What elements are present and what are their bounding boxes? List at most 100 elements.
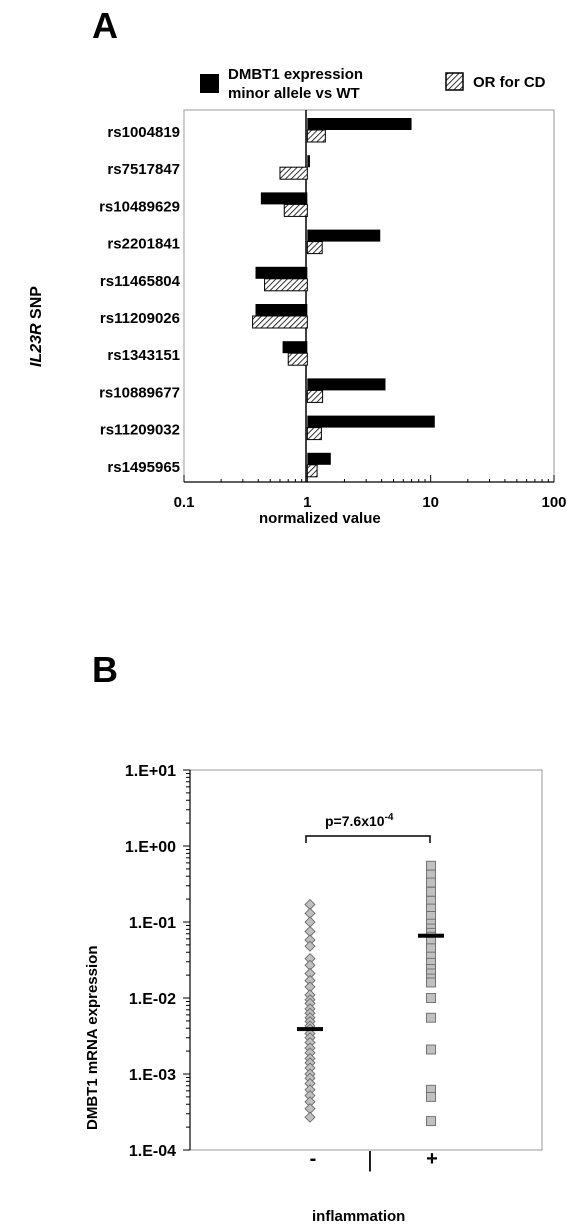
group-separator: | bbox=[367, 1147, 373, 1172]
bar-dmbt1-expression bbox=[282, 341, 308, 354]
data-point-negative bbox=[304, 981, 316, 993]
p-value-base: p=7.6x10 bbox=[325, 813, 385, 829]
snp-label: rs10489629 bbox=[99, 198, 180, 215]
panel-a: A DMBT1 expression minor allele vs WT OR… bbox=[28, 5, 567, 527]
panel-b-x-axis-label: inflammation bbox=[312, 1208, 405, 1224]
panel-b-y-axis-label: DMBT1 mRNA expression bbox=[84, 946, 101, 1130]
data-point-negative bbox=[304, 967, 316, 980]
data-point-negative bbox=[304, 940, 316, 952]
data-point-negative bbox=[304, 1096, 316, 1108]
x-tick-label: 100 bbox=[541, 494, 566, 511]
data-point-positive bbox=[426, 860, 436, 871]
bar-dmbt1-expression bbox=[255, 266, 308, 279]
panel-a-letter: A bbox=[92, 5, 118, 46]
snp-label: rs1495965 bbox=[107, 459, 180, 476]
p-value-annotation: p=7.6x10-4 bbox=[325, 812, 394, 829]
snp-label: rs2201841 bbox=[107, 236, 180, 253]
bar-dmbt1-expression bbox=[307, 118, 412, 130]
bar-or-for-cd bbox=[283, 203, 308, 217]
data-point-negative bbox=[304, 974, 316, 987]
panel-a-y-axis-label-rest: SNP bbox=[28, 286, 45, 324]
panel-a-legend: DMBT1 expression minor allele vs WT OR f… bbox=[200, 66, 546, 102]
bar-or-for-cd bbox=[306, 129, 326, 143]
data-point-positive bbox=[426, 1091, 436, 1102]
data-point-negative bbox=[304, 1077, 316, 1090]
data-point-positive bbox=[426, 1116, 436, 1127]
y-tick-label: 1.E-04 bbox=[129, 1143, 176, 1160]
x-tick-label: 1 bbox=[303, 494, 311, 511]
data-point-negative bbox=[304, 898, 316, 911]
x-tick-label: 10 bbox=[422, 494, 439, 511]
bar-dmbt1-expression bbox=[307, 415, 435, 428]
data-point-positive bbox=[426, 977, 436, 988]
legend-solid-swatch bbox=[200, 74, 219, 93]
snp-label: rs1004819 bbox=[107, 124, 180, 141]
panel-a-y-axis-label: IL23R SNP bbox=[28, 286, 45, 367]
median-bar-negative bbox=[297, 1027, 323, 1032]
median-bar-positive bbox=[418, 933, 444, 938]
legend-solid-line1: DMBT1 expression bbox=[228, 66, 363, 83]
bar-dmbt1-expression bbox=[307, 452, 331, 465]
data-point-negative bbox=[304, 953, 316, 965]
data-point-positive bbox=[426, 1012, 436, 1023]
group-label-positive: + bbox=[426, 1148, 438, 1170]
data-point-negative bbox=[304, 1111, 316, 1123]
data-point-negative bbox=[304, 925, 316, 938]
panel-a-y-axis-label-gene: IL23R bbox=[28, 323, 45, 367]
bar-dmbt1-expression bbox=[255, 304, 308, 316]
y-tick-label: 1.E+00 bbox=[125, 839, 176, 856]
bar-dmbt1-expression bbox=[307, 378, 386, 391]
significance-bracket bbox=[305, 835, 431, 843]
bar-or-for-cd bbox=[264, 278, 308, 292]
panel-a-category-labels: rs1004819 rs7517847 rs10489629 rs2201841 rs1… bbox=[99, 124, 181, 476]
data-point-negative bbox=[304, 1089, 316, 1102]
bar-dmbt1-expression bbox=[307, 229, 381, 242]
group-label-negative: - bbox=[310, 1148, 317, 1170]
x-tick-label: 0.1 bbox=[174, 494, 195, 511]
bar-or-for-cd bbox=[252, 315, 308, 329]
data-point-negative bbox=[304, 916, 316, 928]
bar-or-for-cd bbox=[306, 241, 323, 255]
panel-a-x-axis-label: normalized value bbox=[259, 510, 381, 527]
snp-label: rs11465804 bbox=[100, 273, 181, 290]
data-point-positive bbox=[426, 886, 436, 897]
panel-b-medians bbox=[297, 933, 444, 1032]
bar-or-for-cd bbox=[306, 464, 318, 478]
snp-label: rs11209032 bbox=[100, 422, 180, 439]
bar-or-for-cd bbox=[279, 166, 308, 180]
legend-hatched-label: OR for CD bbox=[473, 74, 546, 91]
y-tick-label: 1.E+01 bbox=[125, 763, 176, 780]
panel-a-x-axis bbox=[183, 475, 555, 483]
panel-b-y-axis: 1.E+01 1.E+00 1.E-01 1.E-02 1.E-03 1.E-04 bbox=[125, 763, 190, 1160]
y-tick-label: 1.E-02 bbox=[129, 991, 176, 1008]
y-tick-label: 1.E-03 bbox=[129, 1067, 176, 1084]
data-point-positive bbox=[426, 1044, 436, 1055]
p-value-exponent: -4 bbox=[385, 812, 394, 823]
legend-hatched-swatch bbox=[445, 72, 464, 91]
data-point-negative bbox=[304, 1084, 316, 1096]
snp-label: rs1343151 bbox=[107, 347, 180, 364]
data-point-positive bbox=[426, 993, 436, 1003]
snp-label: rs10889677 bbox=[99, 384, 180, 401]
bar-dmbt1-expression bbox=[307, 155, 310, 168]
snp-label: rs11209026 bbox=[100, 310, 180, 327]
data-point-negative bbox=[304, 1047, 316, 1059]
data-point-negative bbox=[304, 934, 316, 946]
y-tick-label: 1.E-01 bbox=[129, 915, 176, 932]
data-point-negative bbox=[304, 1062, 316, 1074]
panel-a-x-tick-labels: 0.1 1 10 100 bbox=[174, 494, 567, 511]
panel-b-letter: B bbox=[92, 649, 118, 690]
snp-label: rs7517847 bbox=[107, 161, 180, 178]
panel-b: B 1.E+01 1.E+00 1.E-01 1.E-02 1.E-03 1.E-04 p… bbox=[84, 649, 543, 1224]
data-point-positive bbox=[426, 943, 436, 954]
bar-or-for-cd bbox=[306, 427, 322, 441]
legend-solid-line2: minor allele vs WT bbox=[228, 85, 360, 102]
bar-or-for-cd bbox=[287, 352, 308, 366]
data-point-negative bbox=[304, 1103, 316, 1115]
bar-dmbt1-expression bbox=[260, 192, 308, 205]
data-point-positive bbox=[426, 877, 436, 888]
bar-or-for-cd bbox=[306, 389, 324, 403]
panel-a-bars bbox=[252, 118, 435, 478]
panel-b-points bbox=[304, 860, 436, 1127]
